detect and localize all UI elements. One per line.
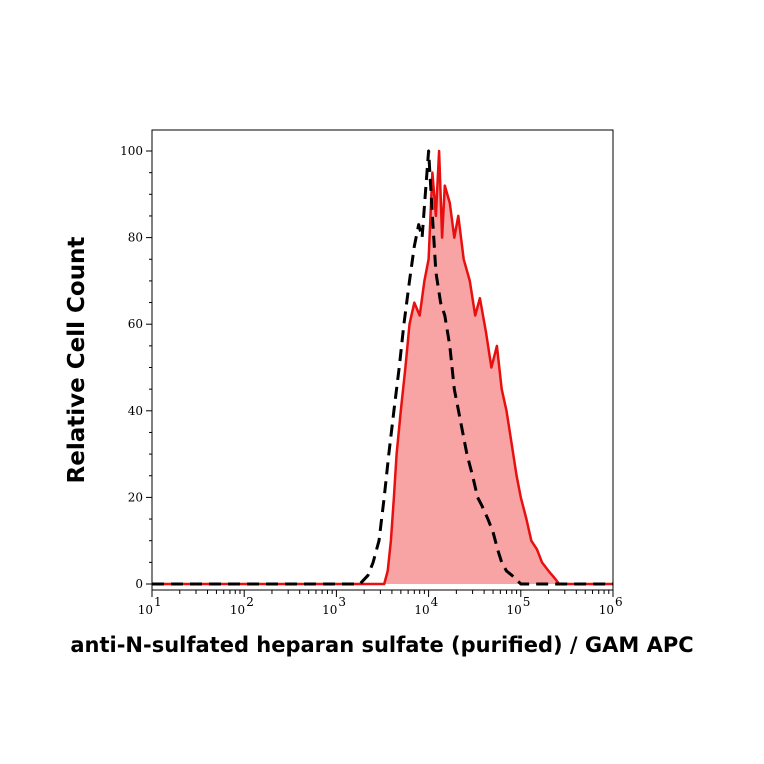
series-layer [152, 149, 613, 586]
y-tick-label: 60 [128, 317, 143, 331]
y-axis-title: Relative Cell Count [64, 237, 90, 484]
y-tick-label: 80 [128, 231, 143, 245]
x-tick-label: 10 [230, 603, 245, 617]
y-tick-label: 40 [128, 404, 143, 418]
x-tick-exponent: 4 [431, 595, 439, 609]
y-tick-label: 100 [120, 144, 143, 158]
x-tick-label: 10 [138, 603, 153, 617]
x-tick-exponent: 6 [615, 595, 623, 609]
x-tick-exponent: 5 [523, 595, 531, 609]
series-line-1 [152, 149, 613, 586]
x-tick-label: 10 [507, 603, 522, 617]
y-tick-label: 0 [135, 577, 143, 591]
x-tick-exponent: 3 [338, 595, 346, 609]
plot-frame [151, 129, 614, 591]
y-axis-ticks: 0 20 40 60 80 100 [120, 144, 152, 591]
series-line-0 [152, 149, 613, 586]
x-tick-exponent: 2 [246, 595, 254, 609]
series-fill-0 [152, 151, 613, 584]
x-tick-label: 10 [414, 603, 429, 617]
x-tick-label: 10 [322, 603, 337, 617]
x-axis-title: anti-N-sulfated heparan sulfate (purifie… [70, 633, 693, 657]
x-tick-exponent: 1 [154, 595, 162, 609]
x-tick-label: 10 [599, 603, 614, 617]
y-tick-label: 20 [128, 490, 143, 504]
